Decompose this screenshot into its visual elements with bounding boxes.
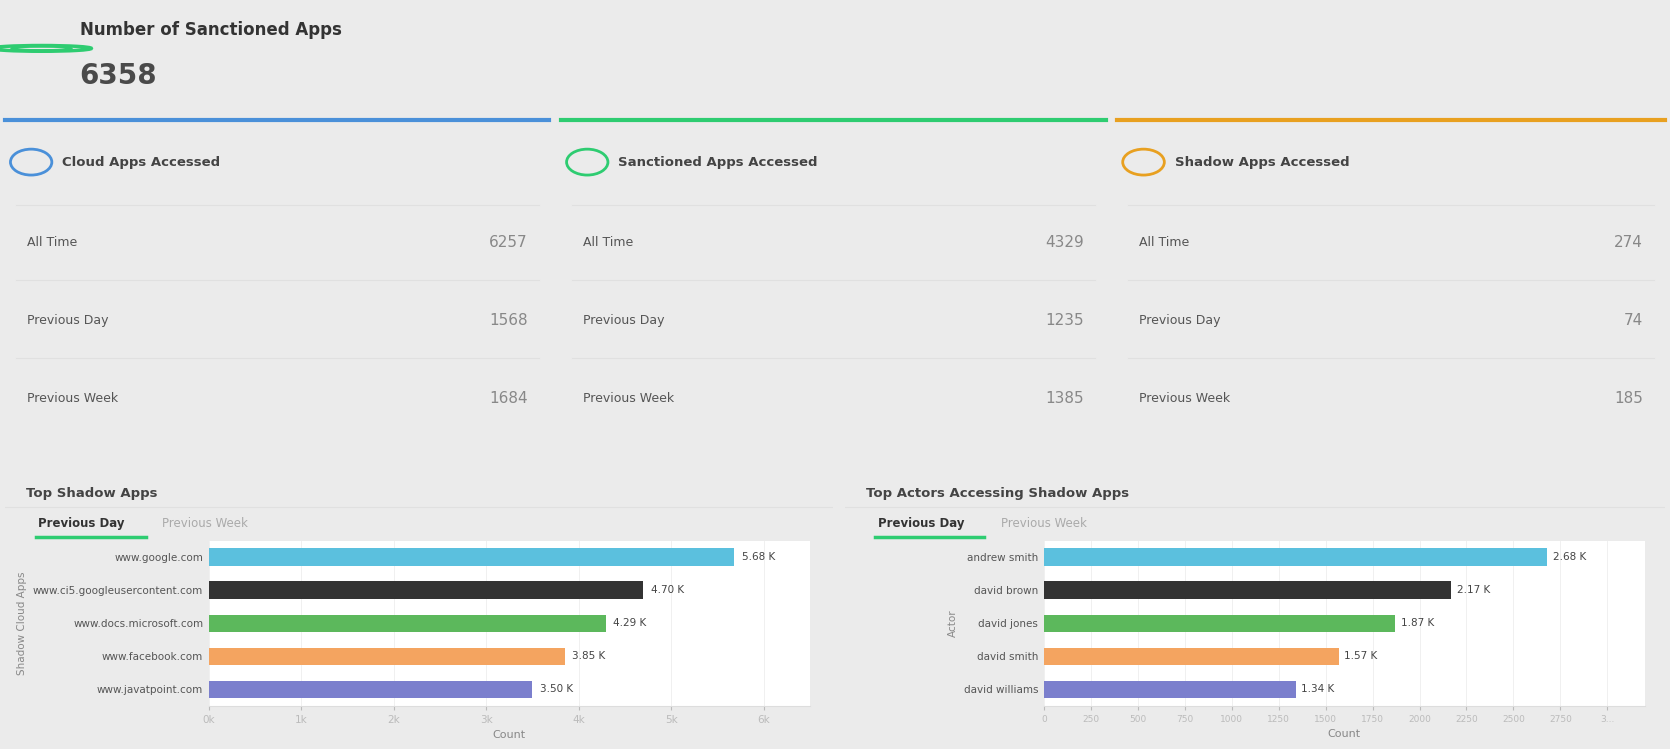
Bar xyxy=(1044,648,1339,665)
Text: 185: 185 xyxy=(1615,392,1643,407)
Bar xyxy=(209,681,533,698)
Text: 4.29 K: 4.29 K xyxy=(613,618,646,628)
Text: 4.70 K: 4.70 K xyxy=(651,585,685,595)
Text: 3.85 K: 3.85 K xyxy=(573,652,606,661)
Text: Sanctioned Apps Accessed: Sanctioned Apps Accessed xyxy=(618,156,818,169)
Text: All Time: All Time xyxy=(583,236,633,249)
Y-axis label: Shadow Cloud Apps: Shadow Cloud Apps xyxy=(17,571,27,675)
Text: 1684: 1684 xyxy=(489,392,528,407)
Text: Top Shadow Apps: Top Shadow Apps xyxy=(25,487,157,500)
Text: 1385: 1385 xyxy=(1045,392,1084,407)
Text: Previous Week: Previous Week xyxy=(583,392,675,405)
Text: 2.68 K: 2.68 K xyxy=(1553,552,1586,562)
Text: 6257: 6257 xyxy=(489,234,528,249)
Text: Previous Week: Previous Week xyxy=(162,517,249,530)
Text: 1.34 K: 1.34 K xyxy=(1301,685,1334,694)
Bar xyxy=(1044,548,1548,565)
Bar xyxy=(209,614,606,632)
Text: Previous Day: Previous Day xyxy=(38,517,125,530)
Text: 4329: 4329 xyxy=(1045,234,1084,249)
Text: Cloud Apps Accessed: Cloud Apps Accessed xyxy=(62,156,220,169)
Bar xyxy=(1044,614,1394,632)
Text: 6358: 6358 xyxy=(80,62,157,90)
Text: 74: 74 xyxy=(1623,313,1643,328)
Text: Top Actors Accessing Shadow Apps: Top Actors Accessing Shadow Apps xyxy=(865,487,1129,500)
Bar xyxy=(1044,681,1296,698)
Text: 2.17 K: 2.17 K xyxy=(1456,585,1490,595)
Text: Previous Day: Previous Day xyxy=(1139,314,1221,327)
Text: 274: 274 xyxy=(1615,234,1643,249)
Text: Previous Week: Previous Week xyxy=(1139,392,1231,405)
Text: All Time: All Time xyxy=(1139,236,1189,249)
Text: 1235: 1235 xyxy=(1045,313,1084,328)
Text: All Time: All Time xyxy=(27,236,77,249)
Y-axis label: Actor: Actor xyxy=(949,610,959,637)
Bar xyxy=(1044,581,1451,598)
Text: Previous Week: Previous Week xyxy=(27,392,119,405)
Text: Previous Day: Previous Day xyxy=(878,517,964,530)
Text: Shadow Apps Accessed: Shadow Apps Accessed xyxy=(1174,156,1349,169)
Text: 1.57 K: 1.57 K xyxy=(1344,652,1378,661)
Text: 5.68 K: 5.68 K xyxy=(741,552,775,562)
Text: 1.87 K: 1.87 K xyxy=(1401,618,1435,628)
Text: Number of Sanctioned Apps: Number of Sanctioned Apps xyxy=(80,21,342,39)
Bar xyxy=(209,581,643,598)
X-axis label: Count: Count xyxy=(1328,729,1361,739)
Text: 1568: 1568 xyxy=(489,313,528,328)
Text: Previous Day: Previous Day xyxy=(27,314,109,327)
Text: Previous Day: Previous Day xyxy=(583,314,665,327)
Text: Previous Week: Previous Week xyxy=(1000,517,1087,530)
Bar xyxy=(209,648,564,665)
Bar xyxy=(209,548,735,565)
X-axis label: Count: Count xyxy=(493,730,526,740)
Text: 3.50 K: 3.50 K xyxy=(539,685,573,694)
